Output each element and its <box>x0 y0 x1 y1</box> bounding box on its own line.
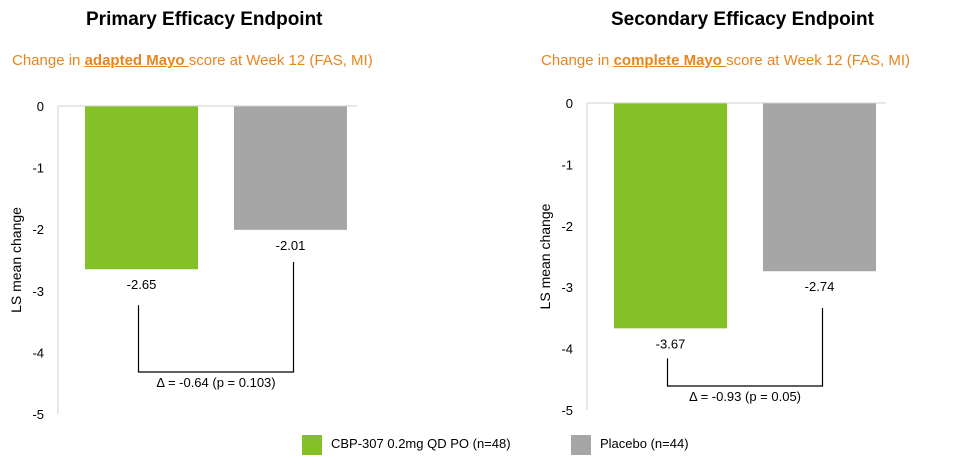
subtitle-post: score at Week 12 (FAS, MI) <box>726 52 911 69</box>
chart-subtitle-primary: Change in adapted Mayo score at Week 12 … <box>12 52 373 69</box>
y-tick-label: -1 <box>32 161 44 176</box>
y-tick-label: -5 <box>561 403 573 418</box>
delta-bracket <box>666 308 824 387</box>
legend-label-cbp: CBP-307 0.2mg QD PO (n=48) <box>331 436 511 451</box>
subtitle-pre: Change in <box>541 52 614 69</box>
bar <box>85 106 198 270</box>
y-tick-label: -3 <box>561 280 573 295</box>
subtitle-highlight: adapted Mayo <box>84 52 189 69</box>
y-tick-label: -5 <box>32 407 44 422</box>
y-axis-label: LS mean change <box>8 207 24 313</box>
y-tick-label: -2 <box>32 222 44 237</box>
subtitle-pre: Change in <box>12 52 85 69</box>
legend-swatch-cbp <box>302 435 322 455</box>
chart-subtitle-secondary: Change in complete Mayo score at Week 12… <box>541 52 910 69</box>
subtitle-highlight: complete Mayo <box>613 52 727 69</box>
y-tick-label: -4 <box>561 342 573 357</box>
y-tick-label: 0 <box>566 96 573 111</box>
bar <box>763 103 876 272</box>
chart-title-primary: Primary Efficacy Endpoint <box>86 9 323 30</box>
y-tick-label: -4 <box>32 345 44 360</box>
y-tick-label: 0 <box>37 99 44 114</box>
y-tick-label: -2 <box>561 219 573 234</box>
data-label: -2.01 <box>276 238 306 253</box>
data-label: -2.65 <box>127 277 157 292</box>
subtitle-post: score at Week 12 (FAS, MI) <box>188 52 373 69</box>
legend-label-placebo: Placebo (n=44) <box>600 436 689 451</box>
delta-bracket <box>137 262 295 373</box>
bar <box>234 106 347 230</box>
y-tick-label: -3 <box>32 284 44 299</box>
delta-annotation: Δ = -0.64 (p = 0.103) <box>156 375 275 390</box>
bar <box>614 103 727 329</box>
y-tick-label: -1 <box>561 157 573 172</box>
legend-swatch-placebo <box>571 435 591 455</box>
chart-title-secondary: Secondary Efficacy Endpoint <box>611 9 874 30</box>
data-label: -2.74 <box>805 279 835 294</box>
y-axis-label: LS mean change <box>537 203 553 309</box>
data-label: -3.67 <box>656 336 686 351</box>
delta-annotation: Δ = -0.93 (p = 0.05) <box>689 389 801 404</box>
